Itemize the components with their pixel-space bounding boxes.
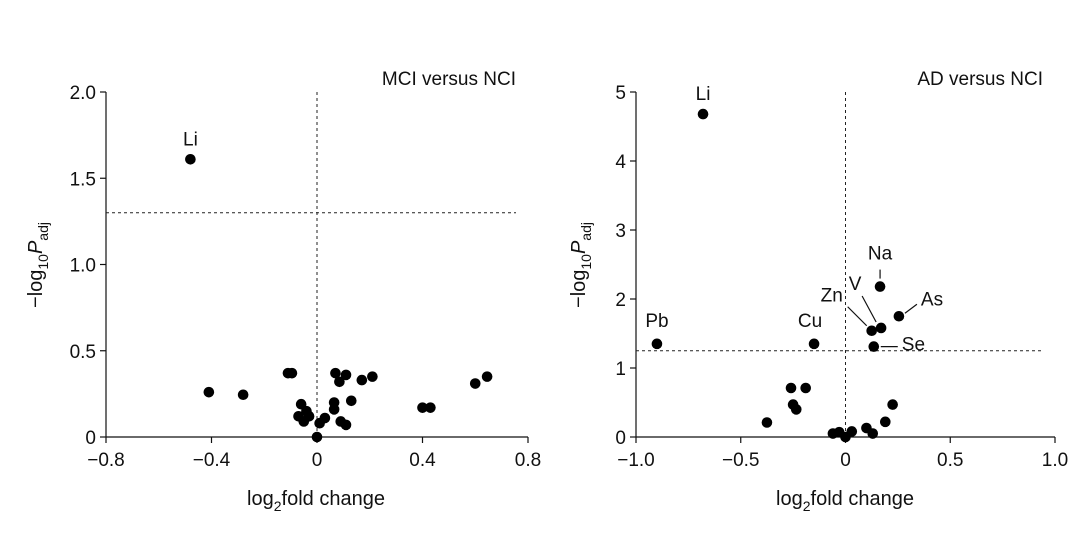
- data-point: [800, 382, 811, 394]
- data-point: [867, 428, 879, 439]
- x-tick-label: 0.8: [515, 450, 541, 471]
- point-v: [875, 322, 887, 334]
- label-leader-line: [847, 306, 868, 327]
- data-point: [330, 367, 341, 379]
- svg-text:−log10Padj: −log10Padj: [25, 222, 51, 308]
- data-point: [481, 371, 493, 382]
- data-point: [286, 367, 298, 379]
- point-label-cu: Cu: [798, 311, 822, 332]
- point-label-as: As: [921, 289, 943, 310]
- x-axis-title-rest: fold change: [282, 488, 385, 510]
- data-point: [846, 426, 858, 437]
- data-point: [340, 419, 352, 431]
- y-axis-title-var: P: [25, 240, 47, 254]
- y-tick-label: 5: [615, 83, 626, 104]
- y-tick-label: 4: [615, 152, 626, 173]
- data-point: [334, 376, 345, 388]
- data-point: [761, 417, 773, 428]
- x-tick-label: −1.0: [617, 450, 655, 471]
- data-point: [237, 389, 249, 401]
- data-point: [311, 431, 323, 443]
- point-label-se: Se: [902, 335, 925, 356]
- panel-ad-versus-nci: AD versus NCI −log10Padj log2fold change…: [568, 69, 1068, 514]
- data-point: [785, 382, 797, 394]
- data-point: [345, 395, 357, 407]
- y-tick-label: 2: [615, 290, 626, 311]
- point-label-li: Li: [183, 129, 198, 150]
- panel-mci-versus-nci: MCI versus NCI −log10Padj log2fold chang…: [25, 69, 541, 514]
- point-label-v: V: [849, 274, 862, 295]
- data-point: [887, 399, 898, 410]
- y-axis-title-sub-adj: adj: [35, 222, 51, 241]
- x-tick-label: 1.0: [1042, 450, 1068, 471]
- point-label-zn: Zn: [821, 286, 843, 307]
- y-tick-label: 0: [85, 428, 96, 449]
- x-tick-label: −0.5: [722, 450, 760, 471]
- label-leader-line: [904, 303, 918, 314]
- x-axis-title-log: log: [247, 488, 274, 510]
- data-point: [356, 374, 368, 386]
- point-li: [697, 108, 709, 120]
- x-tick-label: 0: [840, 450, 851, 471]
- data-point: [319, 412, 331, 424]
- x-axis-title-log: log: [776, 488, 803, 510]
- y-axis-title-var: P: [568, 240, 590, 254]
- y-axis-title-sub-adj: adj: [578, 222, 594, 241]
- point-label-na: Na: [868, 244, 893, 265]
- x-tick-label: −0.8: [87, 450, 125, 471]
- point-cu: [808, 338, 820, 350]
- y-tick-label: 0.5: [70, 342, 96, 363]
- y-tick-label: 1.5: [70, 169, 96, 190]
- data-point: [790, 404, 802, 415]
- y-axis-title: −log10Padj: [25, 222, 51, 308]
- point-pb: [651, 338, 663, 350]
- point-label-pb: Pb: [645, 311, 668, 332]
- y-tick-label: 3: [615, 221, 626, 242]
- x-tick-label: 0.4: [409, 450, 436, 471]
- label-leader-line: [861, 295, 877, 323]
- point-zn: [866, 325, 877, 337]
- data-point: [880, 416, 891, 428]
- y-axis-title: −log10Padj: [568, 222, 594, 308]
- point-label-li: Li: [696, 84, 711, 105]
- point-na: [874, 281, 886, 292]
- y-axis-title-sub-10: 10: [35, 254, 51, 270]
- data-point: [417, 402, 428, 413]
- point-as: [893, 310, 905, 322]
- y-tick-label: 2.0: [70, 83, 96, 104]
- data-point: [367, 371, 378, 382]
- point-li: [185, 153, 196, 165]
- y-axis-title-prefix: −log: [568, 270, 590, 308]
- data-point: [469, 378, 481, 389]
- data-point: [425, 402, 436, 413]
- svg-text:−log10Padj: −log10Padj: [568, 222, 594, 308]
- data-point: [203, 386, 215, 398]
- x-tick-label: 0.5: [937, 450, 963, 471]
- data-point: [303, 411, 315, 422]
- y-tick-label: 1: [615, 359, 626, 380]
- data-point: [340, 369, 352, 381]
- x-tick-label: 0: [312, 450, 323, 471]
- y-axis-title-prefix: −log: [25, 270, 47, 308]
- y-tick-label: 0: [615, 428, 626, 449]
- x-axis-title: log2fold change: [776, 488, 914, 514]
- x-tick-label: −0.4: [193, 450, 231, 471]
- panel-title: AD versus NCI: [917, 69, 1043, 90]
- x-axis-title: log2fold change: [247, 488, 385, 514]
- data-point: [328, 397, 340, 408]
- x-axis-title-sub: 2: [803, 498, 811, 514]
- panel-title: MCI versus NCI: [382, 69, 516, 90]
- y-tick-label: 1.0: [70, 256, 96, 277]
- x-axis-title-rest: fold change: [811, 488, 914, 510]
- y-axis-title-sub-10: 10: [578, 254, 594, 270]
- x-axis-title-sub: 2: [274, 498, 282, 514]
- point-se: [868, 341, 880, 352]
